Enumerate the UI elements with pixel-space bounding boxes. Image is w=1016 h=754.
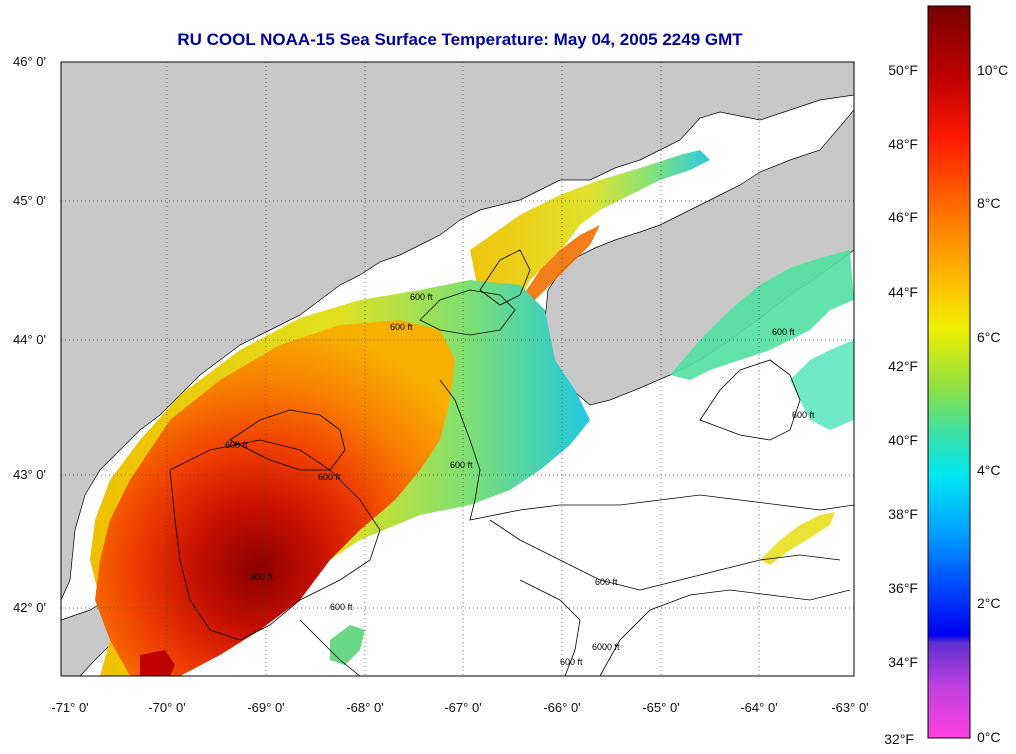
sst-scotian-2 (790, 340, 854, 430)
contour-label: 600 ft (792, 410, 815, 420)
colorbar-f-label: 42°F (888, 358, 918, 374)
lat-label: 46° 0' (13, 54, 46, 69)
lat-label: 43° 0' (13, 467, 46, 482)
sst-scotian-1 (670, 250, 854, 380)
contour-label: 600 ft (330, 602, 353, 612)
map-frame (60, 61, 855, 677)
map-title: RU COOL NOAA-15 Sea Surface Temperature:… (177, 30, 743, 49)
contour-label: 600 ft (250, 572, 273, 582)
sst-fundy (470, 150, 710, 305)
sst-fundy-warm (520, 225, 600, 305)
colorbar-c-label: 4°C (977, 462, 1001, 478)
contour-label: 600 ft (560, 657, 583, 667)
contour-label: 600 ft (390, 322, 413, 332)
sst-patch-south (330, 625, 365, 665)
colorbar-f-label: 34°F (888, 654, 918, 670)
colorbar-fahrenheit: 50°F 48°F 46°F 44°F 42°F 40°F 38°F 36°F … (884, 62, 918, 747)
colorbar-f-label: 50°F (888, 62, 918, 78)
graticule (61, 62, 854, 676)
bathymetry-contours (169, 249, 854, 676)
colorbar-c-label: 0°C (977, 729, 1001, 745)
lon-label: -64° 0' (740, 700, 777, 715)
lat-label: 44° 0' (13, 332, 46, 347)
lat-label: 42° 0' (13, 600, 46, 615)
colorbar-f-label: 32°F (884, 731, 914, 747)
lon-label: -68° 0' (346, 700, 383, 715)
lon-label: -67° 0' (444, 700, 481, 715)
colorbar-f-label: 40°F (888, 432, 918, 448)
sst-patch-georges (760, 512, 835, 565)
colorbar-f-label: 48°F (888, 136, 918, 152)
contour-label: 600 ft (772, 327, 795, 337)
colorbar-f-label: 46°F (888, 209, 918, 225)
lon-label: -70° 0' (148, 700, 185, 715)
colorbar-c-label: 6°C (977, 329, 1001, 345)
colorbar-f-label: 44°F (888, 284, 918, 300)
contour-label: 6000 ft (592, 642, 620, 652)
land-mainland (61, 62, 854, 601)
contour-label: 600 ft (318, 472, 341, 482)
colorbar-c-label: 10°C (977, 62, 1008, 78)
lon-label: -63° 0' (831, 700, 868, 715)
contour-label: 600 ft (595, 577, 618, 587)
contour-label: 600 ft (410, 292, 433, 302)
contour-label: 600 ft (450, 460, 473, 470)
colorbar-f-label: 38°F (888, 506, 918, 522)
colorbar (927, 5, 971, 739)
colorbar-celsius: 10°C 8°C 6°C 4°C 2°C 0°C (977, 62, 1008, 745)
lon-label: -71° 0' (51, 700, 88, 715)
sst-warm-core (95, 320, 455, 676)
sst-patch-capecod (140, 650, 175, 676)
colorbar-c-label: 8°C (977, 195, 1001, 211)
colorbar-f-label: 36°F (888, 580, 918, 596)
lon-label: -69° 0' (247, 700, 284, 715)
colorbar-c-label: 2°C (977, 595, 1001, 611)
contour-label: 600 ft (225, 440, 248, 450)
lon-label: -66° 0' (543, 700, 580, 715)
lat-label: 45° 0' (13, 193, 46, 208)
lon-label: -65° 0' (642, 700, 679, 715)
